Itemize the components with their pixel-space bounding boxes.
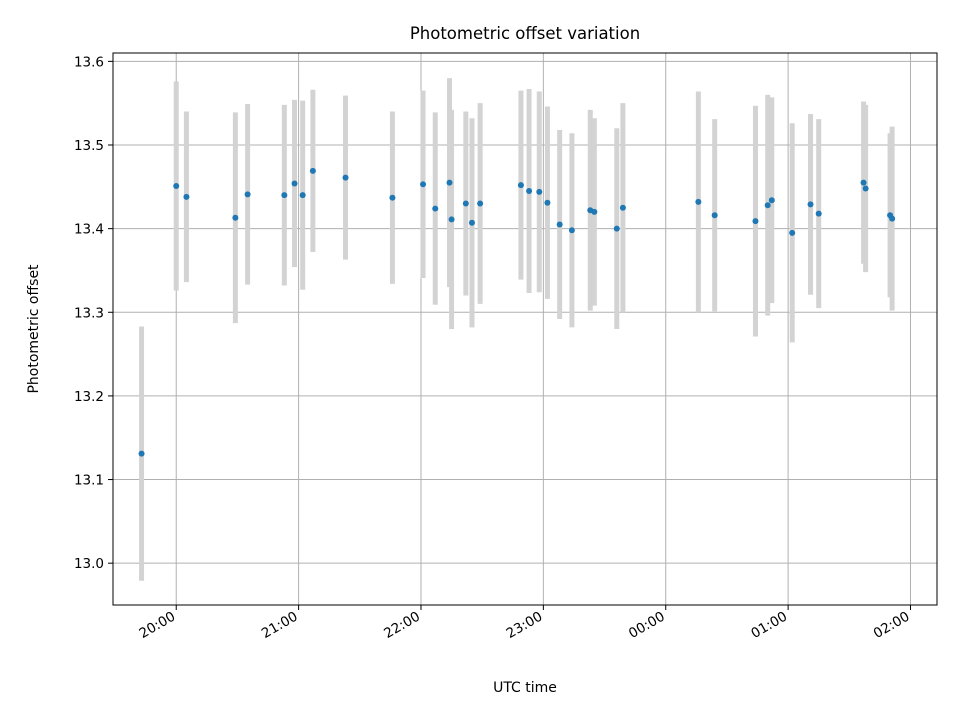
data-point	[477, 200, 484, 207]
x-axis-label: UTC time	[493, 680, 557, 696]
y-tick-label: 13.2	[74, 389, 104, 405]
data-point	[789, 229, 796, 236]
data-point	[619, 204, 626, 211]
data-point	[462, 200, 469, 207]
data-point	[299, 192, 306, 199]
data-point	[173, 182, 180, 189]
data-point	[536, 188, 543, 195]
y-tick-label: 13.4	[74, 222, 104, 238]
y-tick-label: 13.5	[74, 138, 104, 154]
data-point	[526, 188, 533, 194]
data-point	[446, 179, 453, 186]
data-point	[768, 197, 775, 204]
data-point	[613, 225, 620, 232]
data-point	[517, 182, 524, 189]
data-point	[591, 208, 598, 215]
data-point	[862, 185, 869, 192]
data-point	[389, 194, 396, 201]
data-point	[889, 215, 896, 222]
data-point	[468, 219, 475, 226]
data-point	[432, 205, 439, 212]
data-point	[138, 450, 145, 457]
plot-area-frame	[112, 52, 938, 606]
data-point	[695, 198, 702, 205]
data-point	[568, 227, 575, 234]
data-point	[807, 201, 814, 208]
data-point	[420, 181, 427, 188]
y-tick-label: 13.0	[74, 556, 104, 572]
data-point	[281, 192, 288, 199]
data-point	[291, 180, 298, 187]
y-tick-label: 13.1	[74, 473, 104, 489]
y-axis-label: Photometric offset	[26, 264, 42, 394]
chart-title: Photometric offset variation	[410, 24, 640, 43]
data-point	[183, 193, 190, 200]
data-point	[711, 212, 718, 219]
data-point	[342, 174, 349, 181]
data-point	[764, 202, 771, 209]
data-point	[860, 179, 867, 186]
y-tick-label: 13.3	[74, 305, 104, 321]
data-point	[244, 191, 251, 198]
data-point	[232, 214, 239, 221]
data-point	[544, 199, 551, 206]
data-point	[815, 210, 822, 217]
y-tick-label: 13.6	[74, 54, 104, 70]
data-point	[752, 218, 759, 225]
data-point	[448, 216, 455, 223]
y-axis-ticks: 13.0 13.1 13.2 13.3 13.4 13.5 13.6	[74, 54, 113, 572]
data-points	[138, 167, 896, 457]
data-point	[556, 221, 563, 228]
data-point	[309, 167, 316, 174]
